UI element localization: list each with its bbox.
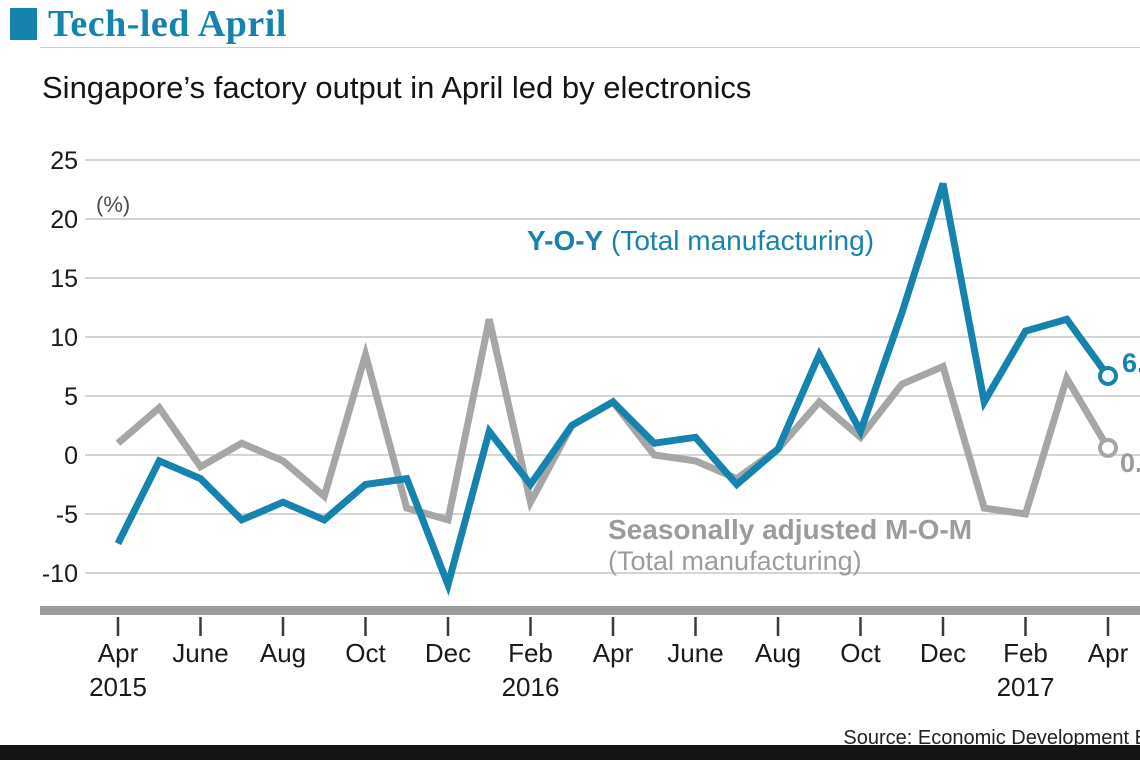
x-year-label: 2015 (89, 672, 147, 702)
x-tick-label: Apr (1088, 638, 1129, 668)
yoy-end-value-label: 6. (1122, 347, 1140, 378)
series-end-marker (1098, 365, 1118, 386)
x-tick-label: June (667, 638, 723, 668)
x-tick-label: Feb (1003, 638, 1048, 668)
y-tick-label: 5 (64, 383, 78, 411)
chart-subtitle: Singapore’s factory output in April led … (42, 70, 752, 105)
x-tick-label: June (172, 638, 228, 668)
series-label-yoy-rest: (Total manufacturing) (603, 225, 875, 256)
x-axis-bar (40, 606, 1140, 615)
y-tick-label: 0 (64, 442, 78, 470)
x-tick-label: Aug (260, 638, 306, 668)
y-tick-label: 10 (50, 324, 78, 352)
x-year-label: 2016 (502, 672, 560, 702)
bottom-rule-bar (0, 745, 1140, 760)
series-line (115, 318, 1112, 525)
series-line (114, 182, 1111, 597)
x-year-label: 2017 (997, 672, 1055, 702)
x-tick-label: Feb (508, 638, 553, 668)
y-tick-label: -10 (42, 560, 78, 588)
source-credit: Source: Economic Development B (843, 727, 1140, 749)
series-end-marker (1098, 437, 1118, 458)
brand-square (10, 8, 37, 40)
series-label-yoy: Y-O-Y (Total manufacturing) (527, 225, 874, 257)
header-divider (40, 47, 1140, 48)
page-title: Tech-led April (48, 3, 287, 45)
x-tick-label: Oct (345, 638, 386, 668)
x-tick-label: Apr (593, 638, 634, 668)
y-tick-label: 25 (50, 147, 78, 175)
y-tick-label: 15 (50, 265, 78, 293)
series-label-mom-sub: (Total manufacturing) (608, 546, 862, 576)
x-tick-label: Dec (920, 638, 966, 668)
y-tick-label: -5 (56, 501, 78, 529)
x-tick-label: Apr (98, 638, 139, 668)
x-tick-label: Aug (755, 638, 801, 668)
series-label-yoy-bold: Y-O-Y (527, 225, 604, 256)
y-axis-unit-label: (%) (96, 192, 131, 217)
series-label-mom: Seasonally adjusted M-O-M (608, 514, 973, 545)
x-tick-label: Dec (425, 638, 471, 668)
x-tick-label: Oct (840, 638, 881, 668)
y-tick-label: 20 (50, 206, 78, 234)
mom-end-value-label: 0. (1120, 447, 1140, 478)
